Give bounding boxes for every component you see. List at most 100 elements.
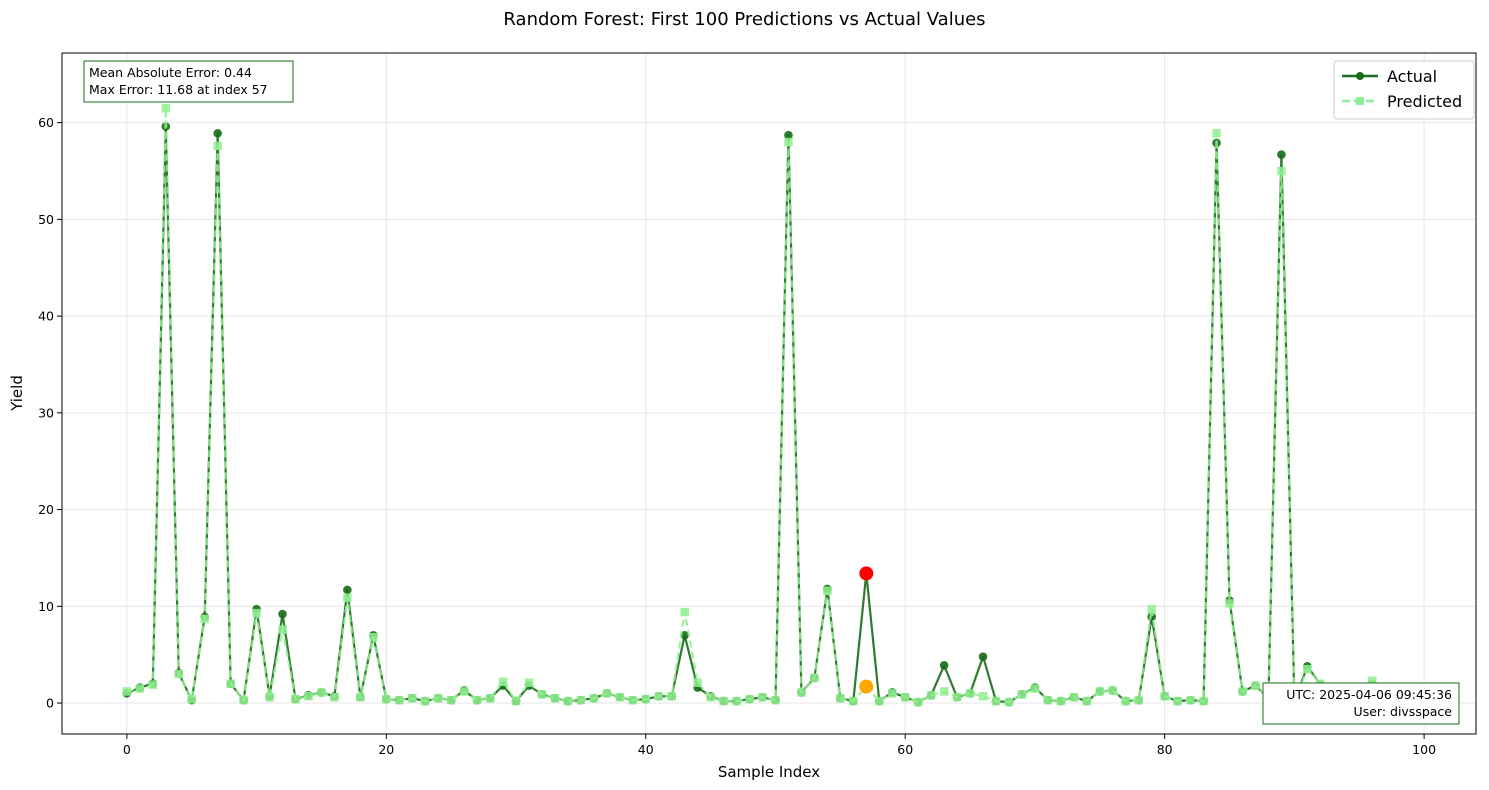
predicted-point [446,695,456,705]
predicted-point [900,692,910,702]
predicted-point [187,694,196,704]
predicted-point [1082,696,1092,706]
predicted-point [615,692,625,702]
x-tick-label: 100 [1412,742,1436,757]
y-tick-label: 20 [38,502,54,517]
predicted-point [810,673,819,683]
predicted-point [849,696,858,706]
actual-point [278,609,287,619]
predicted-point [459,687,469,696]
legend-actual-label: Actual [1387,67,1437,86]
predicted-point [823,586,832,596]
predicted-point [278,625,287,634]
predicted-point [420,696,430,706]
max-error-actual-marker [859,566,874,581]
predicted-point [758,692,767,702]
actual-point [1277,150,1286,159]
predicted-point [1238,687,1247,696]
predicted-point [1069,692,1079,702]
predicted-point [939,687,949,696]
predicted-point [797,688,806,697]
legend-actual-marker-icon [1356,72,1364,80]
predicted-point [174,669,184,679]
y-tick-label: 30 [38,405,54,420]
predicted-point [563,696,573,706]
predicted-point [395,695,404,705]
predicted-point [498,677,508,687]
axis-ticks: 0 20 40 60 80 100 0 10 20 30 40 50 60 [38,115,1436,757]
predicted-point [680,607,689,617]
predicted-point [1277,166,1286,176]
predicted-point [1030,684,1040,693]
predicted-point [1108,686,1118,695]
predicted-point [161,103,171,113]
predicted-point [589,693,599,703]
predicted-point [408,693,417,703]
predicted-point [472,695,482,705]
y-tick-label: 50 [38,212,54,227]
y-axis-label: Yield [8,375,26,412]
predicted-point [978,692,988,701]
x-tick-label: 60 [897,742,913,757]
x-tick-label: 0 [123,742,131,757]
predicted-point [1147,604,1156,614]
predicted-point [524,678,534,687]
x-tick-label: 20 [378,742,394,757]
plot-series [122,103,1416,707]
y-tick-label: 60 [38,115,54,130]
predicted-point [576,695,586,705]
metrics-mae-text: Mean Absolute Error: 0.44 [89,65,252,80]
actual-point [784,130,793,140]
predicted-point [952,692,962,702]
predicted-point [1043,695,1053,705]
predicted-point [1367,676,1377,686]
legend-predicted-marker-icon [1356,97,1364,105]
y-tick-label: 10 [38,599,54,614]
predicted-point [926,691,936,700]
predicted-series-line [126,107,1412,704]
predicted-point [369,633,378,642]
actual-point [213,128,222,138]
predicted-point [1056,696,1066,706]
predicted-point [1121,696,1130,706]
predicted-point [836,693,845,703]
predicted-point [265,692,274,702]
predicted-point [1173,696,1182,706]
predicted-point [213,141,222,151]
predicted-point [887,689,897,698]
predicted-point [1199,696,1208,706]
predicted-point [1186,695,1195,705]
predicted-point [1303,664,1312,674]
actual-point [978,652,988,661]
predicted-point [784,137,793,147]
x-tick-label: 80 [1157,742,1173,757]
predicted-point [1134,695,1143,705]
metrics-max-error-text: Max Error: 11.68 at index 57 [89,82,268,97]
predicted-point [148,680,158,689]
predicted-point [1160,692,1169,701]
legend: Actual Predicted [1333,60,1475,120]
predicted-point [745,694,754,704]
predicted-point [771,695,780,705]
max-error-predicted-marker [859,679,874,694]
predicted-point [291,694,300,704]
predicted-point [343,593,352,602]
predicted-point [330,692,339,702]
chart-title: Random Forest: First 100 Predictions vs … [503,9,985,30]
predicted-point [382,694,391,704]
predicted-point [667,692,676,701]
predicted-point [239,695,248,705]
predicted-point [135,684,145,693]
predicted-point [226,679,235,688]
grid-lines [62,53,1476,734]
predicted-point [433,693,443,703]
timestamp-box: UTC: 2025-04-06 09:45:36 User: divsspace [1262,682,1460,725]
predicted-point [654,692,663,701]
predicted-point [719,696,728,706]
timestamp-box-frame [1262,682,1460,725]
timestamp-utc-text: UTC: 2025-04-06 09:45:36 [1286,687,1452,702]
timestamp-user-text: User: divsspace [1354,704,1453,719]
predicted-point [1212,129,1221,138]
predicted-point [1004,697,1014,707]
predicted-point [991,696,1001,706]
